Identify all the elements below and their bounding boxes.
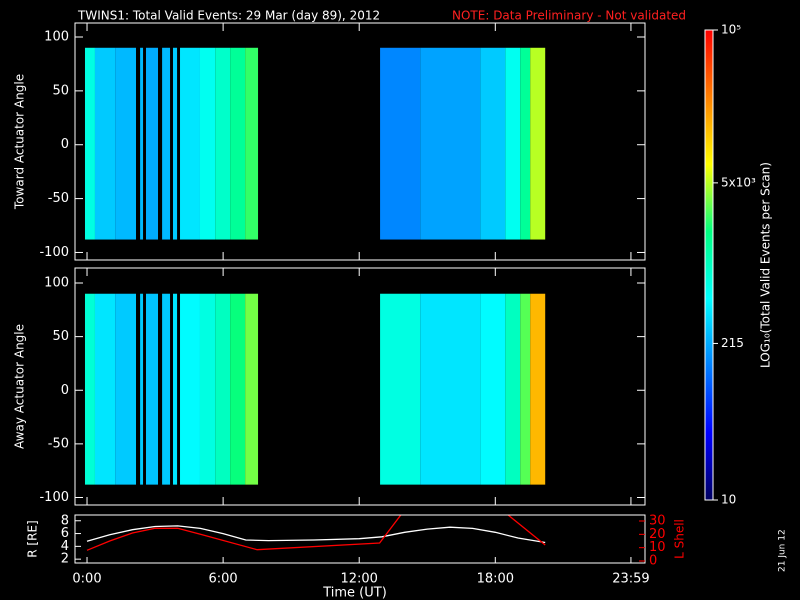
heatmap-cell <box>140 293 144 485</box>
y2-tick-label: 10 <box>649 540 666 555</box>
heatmap-cell <box>520 47 531 240</box>
heatmap-cell <box>172 47 178 240</box>
heatmap-cell <box>230 47 246 240</box>
line <box>86 515 546 551</box>
y-tick-label: -100 <box>39 245 69 260</box>
panel-frame <box>74 267 646 506</box>
heatmap-cell <box>140 47 144 240</box>
heatmap-cell <box>420 293 481 485</box>
heatmap-cell <box>380 47 421 240</box>
heatmap-cell <box>115 293 137 485</box>
heatmap-cell <box>480 293 506 485</box>
panel-frame <box>74 514 646 564</box>
x-axis-label: Time (UT) <box>322 586 387 600</box>
chart-title: TWINS1: Total Valid Events: 29 Mar (day … <box>77 9 380 23</box>
y-tick-label: 100 <box>44 30 69 45</box>
heatmap-cell <box>505 47 521 240</box>
y2-tick-label: 30 <box>649 514 666 529</box>
colorbar-tick-label: 10⁵ <box>721 23 741 37</box>
heatmap-cell <box>84 47 95 240</box>
heatmap-cell <box>420 47 481 240</box>
x-tick-label: 6:00 <box>209 572 238 587</box>
heatmap-cell <box>530 293 546 485</box>
heatmap-cell <box>530 47 546 240</box>
y2-axis-label: L Shell <box>673 519 687 559</box>
heatmap-cell <box>199 47 216 240</box>
y-tick-label: 50 <box>52 83 69 98</box>
y-tick-label: 4 <box>61 539 69 554</box>
colorbar <box>704 29 714 501</box>
heatmap-cell <box>230 293 246 485</box>
y-tick-label: -50 <box>48 191 69 206</box>
y-tick-label: 0 <box>61 137 69 152</box>
y-tick-label: -100 <box>39 490 69 505</box>
colorbar-tick-label: 10 <box>721 493 736 507</box>
heatmap-cell <box>215 293 231 485</box>
heatmap-cell <box>180 47 200 240</box>
y2-tick-label: 0 <box>649 554 657 569</box>
heatmap-cell <box>480 47 506 240</box>
heatmap-cell <box>145 293 159 485</box>
date-stamp: 21 Jun 12 <box>778 529 788 572</box>
heatmap-cell <box>199 293 216 485</box>
x-tick-label: 0:00 <box>72 572 101 587</box>
y-tick-label: 0 <box>61 383 69 398</box>
y-axis-label: R [RE] <box>26 520 40 557</box>
colorbar-tick-label: 5x10³ <box>721 175 756 189</box>
y-axis-label: Toward Actuator Angle <box>13 74 27 210</box>
y2-tick-label: 20 <box>649 527 666 542</box>
heatmap-cell <box>84 293 95 485</box>
heatmap-cell <box>245 47 259 240</box>
y-tick-label: -50 <box>48 436 69 451</box>
heatmap-cell <box>245 293 259 485</box>
note: NOTE: Data Preliminary - Not validated <box>452 9 686 23</box>
y-tick-label: 2 <box>61 552 69 567</box>
heatmap-cell <box>162 293 171 485</box>
heatmap-cell <box>94 47 116 240</box>
colorbar-tick-label: 215 <box>721 336 744 350</box>
heatmap-cell <box>115 47 137 240</box>
y-tick-label: 8 <box>61 513 69 528</box>
y-tick-label: 50 <box>52 329 69 344</box>
panel-frame <box>74 22 646 261</box>
y-axis-label: Away Actuator Angle <box>13 324 27 449</box>
heatmap-cell <box>145 47 159 240</box>
line <box>86 525 546 544</box>
y-tick-label: 100 <box>44 276 69 291</box>
colorbar-label: LOG₁₀(Total Valid Events per Scan) <box>759 162 773 368</box>
heatmap-cell <box>380 293 421 485</box>
heatmap-cell <box>505 293 521 485</box>
heatmap-cell <box>162 47 171 240</box>
heatmap-cell <box>94 293 116 485</box>
heatmap-cell <box>180 293 200 485</box>
x-tick-label: 12:00 <box>340 572 377 587</box>
heatmap-cell <box>172 293 178 485</box>
heatmap-cell <box>215 47 231 240</box>
x-tick-label: 23:59 <box>612 572 649 587</box>
heatmap-cell <box>520 293 531 485</box>
x-tick-label: 18:00 <box>477 572 514 587</box>
y-tick-label: 6 <box>61 526 69 541</box>
